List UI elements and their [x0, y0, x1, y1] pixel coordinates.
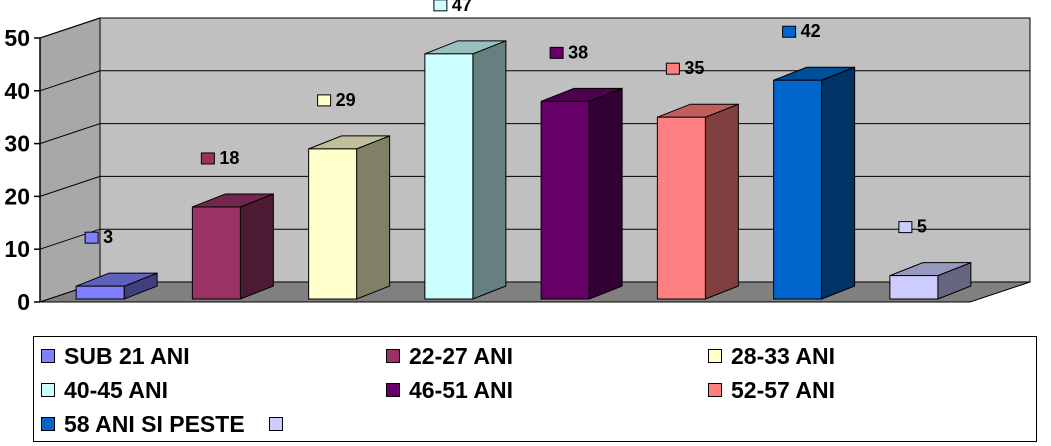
legend-item: SUB 21 ANI [41, 341, 190, 371]
y-tick-label: 50 [4, 25, 30, 51]
bar-side [356, 135, 391, 300]
legend-swatch [386, 383, 400, 397]
y-tick-label: 30 [4, 131, 30, 157]
data-label: 29 [317, 90, 356, 110]
floor [39, 281, 1031, 303]
legend: SUB 21 ANI 22-27 ANI 28-33 ANI 40-45 ANI… [33, 336, 1037, 442]
bar-side [472, 40, 507, 300]
data-label: 3 [84, 227, 113, 247]
bar-front [656, 116, 706, 300]
data-label-text: 3 [103, 227, 113, 247]
data-label: 47 [433, 0, 472, 15]
data-label-swatch [665, 62, 680, 75]
bar-front [540, 100, 590, 300]
data-label-text: 38 [568, 42, 588, 62]
gridline [39, 17, 1030, 39]
bar-side [704, 103, 739, 300]
bar [424, 40, 507, 300]
bar [308, 135, 391, 300]
bar-side [588, 87, 623, 300]
chart-walls [39, 17, 1031, 303]
data-label: 35 [665, 58, 704, 78]
bar-front [75, 285, 125, 300]
legend-item: 46-51 ANI [386, 375, 513, 405]
data-label: 5 [898, 217, 927, 237]
bar-front [773, 79, 823, 300]
side-wall [39, 17, 101, 303]
legend-swatch [41, 383, 55, 397]
bar-front [889, 275, 939, 300]
legend-label: 52-57 ANI [731, 376, 835, 403]
bar [656, 103, 739, 300]
bar-side [239, 193, 274, 300]
y-tick-label: 20 [4, 183, 30, 209]
data-labels: 3 18 29 47 38 35 42 5 [84, 0, 927, 247]
data-label-text: 29 [336, 90, 356, 110]
bar-side [821, 66, 856, 300]
legend-swatch [708, 349, 722, 363]
legend-item: 58 ANI SI PESTE [41, 409, 245, 439]
gridline [39, 70, 1030, 92]
legend-label: 22-27 ANI [409, 342, 513, 369]
y-axis: 0 10 20 30 40 50 [4, 25, 41, 315]
data-label: 18 [200, 148, 239, 168]
legend-label: SUB 21 ANI [64, 342, 190, 369]
data-label-swatch [433, 0, 448, 12]
data-label-swatch [200, 152, 215, 165]
legend-label: 46-51 ANI [409, 376, 513, 403]
data-label-text: 18 [219, 148, 239, 168]
data-label-swatch [84, 231, 99, 244]
data-label-text: 42 [801, 21, 821, 41]
data-label-text: 5 [917, 217, 927, 237]
bars [75, 40, 972, 300]
legend-item: 40-45 ANI [41, 375, 168, 405]
data-label-swatch [549, 46, 564, 59]
bar-front [191, 206, 241, 300]
data-label: 38 [549, 42, 588, 62]
data-label: 42 [782, 21, 821, 41]
bar [540, 87, 623, 300]
y-tick-label: 0 [17, 289, 30, 315]
legend-label: 28-33 ANI [731, 342, 835, 369]
data-label-swatch [317, 94, 332, 107]
legend-swatch [41, 349, 55, 363]
data-label-text: 47 [452, 0, 472, 15]
legend-item: 22-27 ANI [386, 341, 513, 371]
legend-item: 28-33 ANI [708, 341, 835, 371]
bar [191, 193, 274, 300]
bar [889, 261, 972, 300]
legend-swatch [41, 417, 55, 431]
legend-label: 40-45 ANI [64, 376, 168, 403]
data-label-swatch [782, 25, 797, 38]
y-tick-label: 40 [4, 78, 30, 104]
legend-swatch [269, 417, 283, 431]
bar-front [308, 148, 358, 300]
legend-swatch [708, 383, 722, 397]
y-tick-label: 10 [4, 236, 30, 262]
bar [773, 66, 856, 300]
legend-item: 52-57 ANI [708, 375, 835, 405]
data-label-text: 35 [684, 58, 704, 78]
legend-label: 58 ANI SI PESTE [64, 410, 245, 437]
legend-item [269, 409, 292, 439]
legend-swatch [386, 349, 400, 363]
bar-front [424, 53, 474, 300]
bar [75, 272, 158, 300]
data-label-swatch [898, 221, 913, 234]
